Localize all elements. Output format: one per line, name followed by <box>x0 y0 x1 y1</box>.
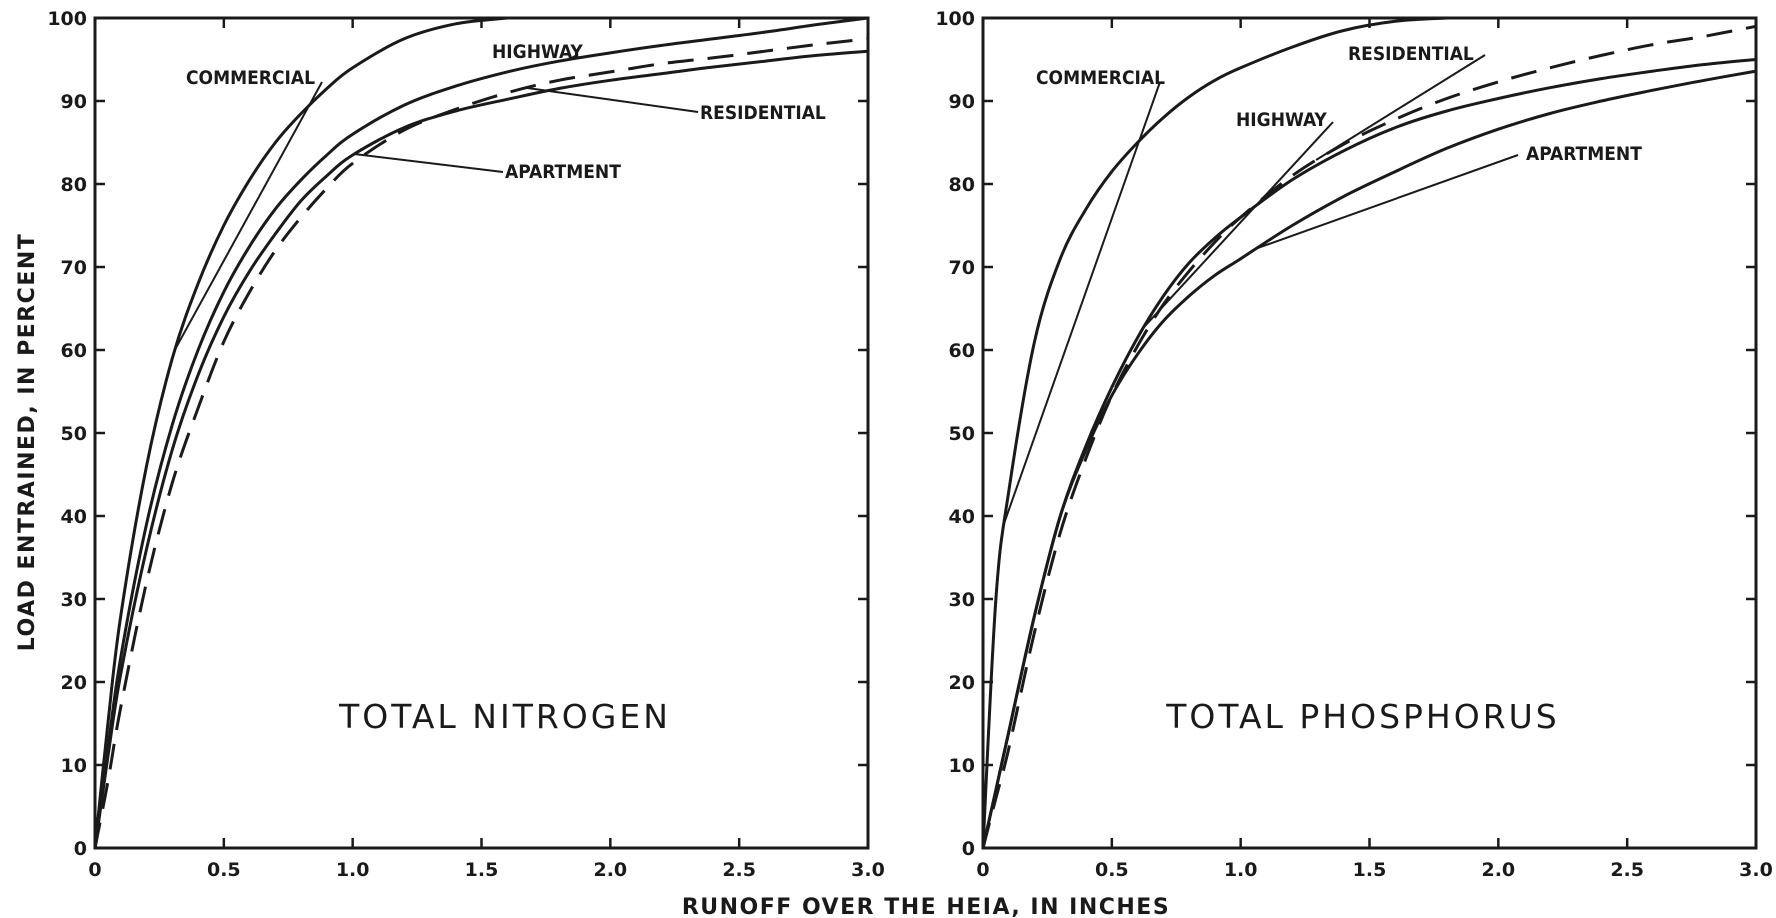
y-tick-label: 20 <box>61 672 87 694</box>
curve-label-commercial: COMMERCIAL <box>1036 67 1165 89</box>
y-tick-label: 90 <box>61 91 87 113</box>
y-tick-label: 100 <box>47 8 87 30</box>
curve-label-apartment: APARTMENT <box>1526 143 1642 165</box>
curve-label-commercial: COMMERCIAL <box>186 67 315 89</box>
x-tick-label: 1.5 <box>1353 859 1387 881</box>
y-tick-label: 60 <box>949 340 975 362</box>
panel-title: TOTAL NITROGEN <box>338 697 671 736</box>
y-tick-label: 0 <box>962 838 975 860</box>
curve-residential <box>981 24 1757 849</box>
leader-line <box>173 81 323 351</box>
x-tick-label: 2.0 <box>593 859 627 881</box>
y-tick-label: 70 <box>61 257 87 279</box>
curve-residential <box>93 37 869 849</box>
x-tick-label: 1.5 <box>465 859 499 881</box>
x-axis-title: RUNOFF OVER THE HEIA, IN INCHES <box>682 895 1170 918</box>
y-tick-label: 40 <box>949 506 975 528</box>
curve-label-residential: RESIDENTIAL <box>700 102 826 124</box>
y-tick-label: 50 <box>61 423 87 445</box>
panel-title: TOTAL PHOSPHORUS <box>1165 697 1560 736</box>
curve-label-apartment: APARTMENT <box>505 161 621 183</box>
curve-apartment <box>981 69 1758 850</box>
x-tick-label: 2.5 <box>1610 859 1644 881</box>
leader-line <box>1002 81 1161 526</box>
x-tick-label: 2.5 <box>722 859 756 881</box>
y-tick-label: 100 <box>935 8 975 30</box>
curve-label-highway: HIGHWAY <box>492 41 583 63</box>
x-tick-label: 1.0 <box>336 859 370 881</box>
nitrogen-panel: 0 10 20 30 40 50 60 70 80 90 100 0 0.5 1.0 1.5 2.0 2.5 3.… <box>47 8 885 881</box>
curve-label-highway: HIGHWAY <box>1236 109 1327 131</box>
curve-apartment <box>93 49 870 850</box>
x-tick-label: 1.0 <box>1224 859 1258 881</box>
curve-highway <box>93 16 870 850</box>
y-tick-label: 10 <box>949 755 975 777</box>
x-tick-label: 3.0 <box>851 859 885 881</box>
leader-line <box>1315 54 1486 161</box>
y-tick-label: 0 <box>74 838 87 860</box>
leader-line <box>1255 154 1519 250</box>
x-tick-label: 0 <box>88 859 101 881</box>
y-axis-title: LOAD ENTRAINED, IN PERCENT <box>15 233 40 652</box>
y-tick-label: 30 <box>949 589 975 611</box>
leader-line <box>1142 121 1334 329</box>
leader-line <box>525 86 699 113</box>
y-tick-label: 20 <box>949 672 975 694</box>
curve-commercial <box>93 16 509 850</box>
leader-line <box>354 153 504 173</box>
x-tick-label: 3.0 <box>1739 859 1773 881</box>
x-tick-label: 0.5 <box>207 859 241 881</box>
x-tick-label: 0.5 <box>1095 859 1129 881</box>
y-tick-label: 60 <box>61 340 87 362</box>
y-tick-label: 50 <box>949 423 975 445</box>
y-tick-label: 80 <box>949 174 975 196</box>
curve-commercial <box>981 16 1449 850</box>
y-tick-label: 10 <box>61 755 87 777</box>
y-tick-label: 30 <box>61 589 87 611</box>
y-tick-label: 80 <box>61 174 87 196</box>
phosphorus-panel: 0 10 20 30 40 50 60 70 80 90 100 0 0.5 1.0 1.5 2.0 2.5 3.… <box>935 8 1773 881</box>
y-tick-label: 40 <box>61 506 87 528</box>
y-tick-label: 90 <box>949 91 975 113</box>
y-tick-label: 70 <box>949 257 975 279</box>
leader-line <box>568 54 578 61</box>
x-tick-label: 0 <box>976 859 989 881</box>
curve-label-residential: RESIDENTIAL <box>1348 43 1474 65</box>
x-tick-label: 2.0 <box>1481 859 1515 881</box>
